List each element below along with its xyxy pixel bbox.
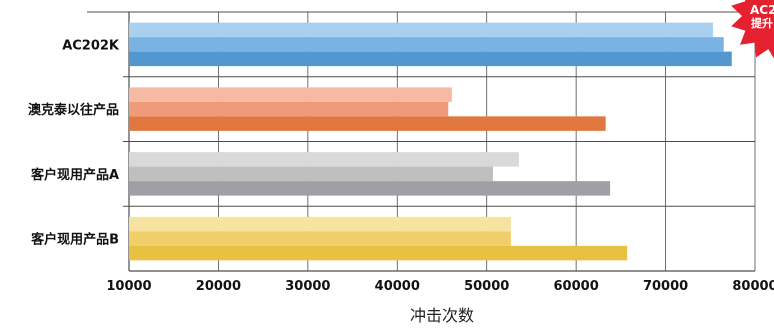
bar	[129, 22, 713, 38]
x-tick-label: 80000	[732, 279, 774, 294]
x-tick-label: 40000	[375, 279, 420, 294]
x-tick-label: 70000	[643, 279, 688, 294]
category-label: 澳克泰以往产品	[28, 102, 119, 118]
bar	[129, 87, 452, 102]
x-tick-label: 10000	[106, 279, 151, 294]
bar	[129, 51, 732, 67]
badge-text-line2: 提升	[751, 16, 773, 30]
bar	[129, 181, 611, 196]
category-label: 客户现用产品B	[31, 232, 119, 248]
bar	[129, 116, 606, 131]
x-tick-label: 20000	[196, 279, 241, 294]
bar	[129, 152, 519, 167]
x-axis-title: 冲击次数	[410, 306, 474, 324]
badge-text-line1: AC2	[750, 3, 774, 17]
x-tick-label: 30000	[285, 279, 330, 294]
bar	[129, 101, 449, 117]
bar	[129, 245, 628, 261]
category-label: 客户现用产品A	[31, 167, 119, 183]
badge-starburst	[731, 0, 774, 59]
bar	[129, 231, 511, 246]
bar	[129, 166, 493, 182]
x-tick-label: 60000	[554, 279, 599, 294]
x-tick-label: 50000	[464, 279, 509, 294]
bar	[129, 37, 724, 52]
bar	[129, 216, 511, 232]
category-label: AC202K	[62, 38, 120, 53]
